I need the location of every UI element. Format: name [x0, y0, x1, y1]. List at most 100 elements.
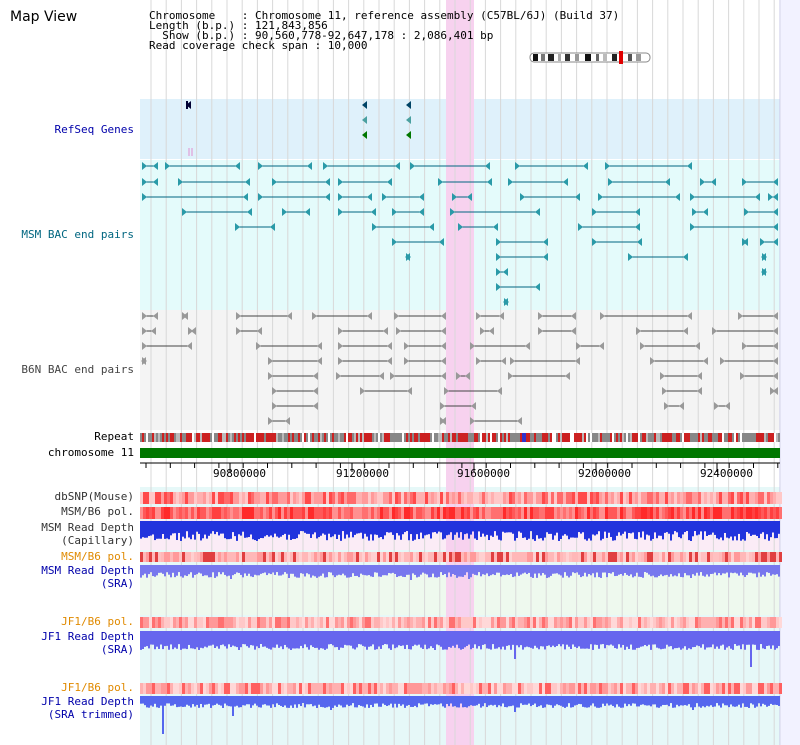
depth-bar [740, 631, 742, 650]
repeat-block [278, 433, 280, 442]
heat-cell [578, 507, 581, 519]
depth-bar [630, 565, 632, 575]
depth-bar [392, 521, 394, 535]
refseq-gene-glyph [186, 101, 188, 109]
track-label-msm-b6-pol-1[interactable]: MSM/B6 pol. [61, 505, 134, 518]
depth-bar [554, 521, 556, 536]
heat-cell [341, 683, 344, 694]
depth-bar [592, 521, 594, 535]
track-label-msm-depth-capillary[interactable]: MSM Read Depth [41, 521, 134, 534]
track-label-dbsnp[interactable]: dbSNP(Mouse) [54, 490, 134, 503]
track-label-refseq[interactable]: RefSeq Genes [54, 123, 134, 136]
heat-cell [209, 507, 212, 519]
depth-bar [422, 696, 424, 705]
msm-bac-end-pair [496, 238, 501, 246]
heat-cell [380, 683, 383, 694]
track-label-msm-b6-pol-2[interactable]: MSM/B6 pol. [61, 550, 134, 563]
b6n-bac-end-pair [272, 387, 277, 395]
depth-bar [708, 565, 710, 577]
depth-bar [182, 631, 184, 649]
depth-bar [518, 696, 520, 708]
repeat-block [238, 433, 240, 442]
depth-bar [712, 521, 714, 533]
depth-bar [744, 521, 746, 541]
heat-cell [290, 683, 293, 694]
heat-cell [521, 507, 524, 519]
b6n-bac-end-pair [770, 387, 775, 395]
heat-cell [146, 507, 149, 519]
repeat-block [400, 433, 402, 442]
heat-cell [620, 617, 623, 628]
heat-cell [281, 552, 284, 562]
heat-cell [272, 617, 275, 628]
msm-bac-end-pair [496, 253, 501, 261]
depth-bar [494, 696, 496, 705]
heat-cell [503, 507, 506, 519]
heat-cell [218, 683, 221, 694]
track-label-b6n-bac[interactable]: B6N BAC end pairs [21, 363, 134, 376]
depth-bar [720, 521, 722, 538]
depth-bar [734, 565, 736, 573]
heat-cell [647, 507, 650, 519]
heat-cell [437, 507, 440, 519]
heat-cell [176, 492, 179, 504]
depth-bar [260, 565, 262, 574]
heat-cell [221, 552, 224, 562]
msm-bac-end-pair [755, 193, 760, 201]
repeat-block [218, 433, 220, 442]
track-label-jf1-depth-trimmed[interactable]: JF1 Read Depth [41, 695, 134, 708]
depth-bar [632, 565, 634, 578]
dbsnp-heat-track [140, 492, 782, 504]
heat-cell [191, 492, 194, 504]
depth-bar [778, 521, 780, 534]
depth-bar [724, 565, 726, 574]
depth-bar [566, 521, 568, 536]
depth-bar [688, 696, 690, 705]
depth-bar [198, 565, 200, 573]
depth-bar [708, 631, 710, 648]
heat-cell [533, 552, 536, 562]
heat-cell [647, 492, 650, 504]
track-label-jf1-depth-sra[interactable]: JF1 Read Depth [41, 630, 134, 643]
depth-bar [558, 696, 560, 706]
heat-cell [182, 552, 185, 562]
depth-bar [294, 696, 296, 705]
depth-bar [506, 631, 508, 646]
chromosome-ideogram [529, 51, 651, 64]
heat-cell [269, 552, 272, 562]
depth-bar [392, 696, 394, 708]
depth-bar [446, 696, 448, 704]
depth-bar [168, 521, 170, 540]
track-label-repeat[interactable]: Repeat [94, 430, 134, 443]
b6n-bac-end-pair [470, 342, 475, 350]
heat-cell [755, 617, 758, 628]
repeat-block [402, 433, 404, 442]
depth-bar [434, 521, 436, 533]
heat-cell [641, 492, 644, 504]
depth-bar [234, 631, 236, 647]
repeat-block [252, 433, 254, 442]
repeat-block [638, 433, 640, 442]
heat-cell [719, 683, 722, 694]
depth-bar [314, 696, 316, 706]
b6n-bac-end-pair [571, 327, 576, 335]
track-label-jf1-b6-pol-1[interactable]: JF1/B6 pol. [61, 615, 134, 628]
track-label-msm-bac[interactable]: MSM BAC end pairs [21, 228, 134, 241]
depth-bar [484, 696, 486, 704]
depth-bar [594, 565, 596, 578]
repeat-block [604, 433, 606, 442]
depth-bar [370, 565, 372, 577]
track-label-jf1-b6-pol-2[interactable]: JF1/B6 pol. [61, 681, 134, 694]
track-label-msm-depth-sra[interactable]: MSM Read Depth [41, 564, 134, 577]
depth-bar [678, 696, 680, 707]
repeat-block [748, 433, 750, 442]
depth-bar [400, 565, 402, 576]
heat-cell [524, 552, 527, 562]
depth-bar [176, 696, 178, 708]
b6n-bac-end-pair [338, 342, 343, 350]
heat-cell [527, 683, 530, 694]
repeat-block [548, 433, 550, 442]
depth-bar [144, 565, 146, 574]
depth-bar [542, 696, 544, 708]
heat-cell [245, 507, 248, 519]
